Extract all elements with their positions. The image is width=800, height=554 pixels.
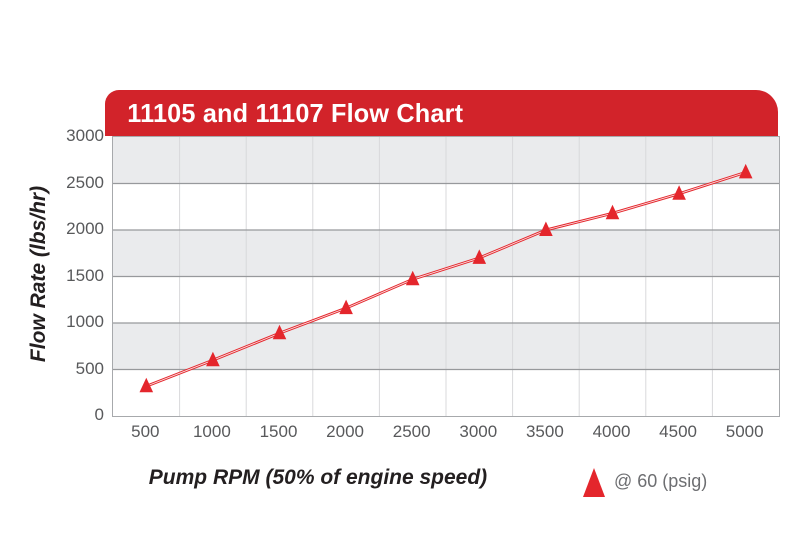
x-tick-label: 5000 xyxy=(725,422,764,441)
triangle-marker-icon xyxy=(472,249,487,264)
triangle-marker-icon xyxy=(272,324,287,340)
y-tick-label: 2500 xyxy=(66,172,104,192)
x-axis-tick-labels: 500 1000 1500 2000 2500 3000 3500 4000 4500 5000 xyxy=(112,422,778,444)
y-axis-tick-labels: 0 500 1000 1500 2000 2500 3000 xyxy=(30,127,104,424)
legend-triangle-icon xyxy=(583,467,605,497)
data-line-highlight xyxy=(146,171,746,387)
x-tick-label: 2500 xyxy=(392,422,431,441)
x-axis-title: Pump RPM (50% of engine speed) xyxy=(148,466,488,489)
x-tick-label: 4000 xyxy=(592,422,631,441)
x-tick-label: 1500 xyxy=(259,422,298,441)
triangle-marker-icon xyxy=(672,185,686,200)
triangle-marker-icon xyxy=(605,204,620,220)
x-tick-label: 500 xyxy=(131,422,160,441)
chart-title: 11105 and 11107 Flow Chart xyxy=(127,97,464,128)
x-tick-label: 1000 xyxy=(192,422,231,441)
y-tick-label: 0 xyxy=(94,405,104,424)
y-tick-label: 500 xyxy=(75,358,104,378)
y-tick-label: 1500 xyxy=(66,265,104,285)
flow-rate-line-chart xyxy=(113,137,779,416)
x-tick-label: 3500 xyxy=(525,422,564,441)
chart-title-banner: 11105 and 11107 Flow Chart xyxy=(105,90,778,136)
legend-label: @ 60 (psig) xyxy=(614,470,708,491)
triangle-marker-icon xyxy=(539,221,553,236)
plot-area xyxy=(112,136,780,417)
triangle-marker-icon xyxy=(139,377,154,393)
triangle-marker-icon xyxy=(206,351,220,367)
triangle-marker-icon xyxy=(339,299,353,315)
x-tick-label: 3000 xyxy=(459,422,498,441)
x-tick-label: 2000 xyxy=(326,422,364,441)
y-tick-label: 2000 xyxy=(66,219,104,238)
triangle-marker-icon xyxy=(405,270,420,286)
x-tick-label: 4500 xyxy=(659,422,697,441)
y-tick-label: 1000 xyxy=(66,312,104,331)
triangle-marker-icon xyxy=(738,163,753,179)
y-tick-label: 3000 xyxy=(66,126,104,145)
legend: @ 60 (psig) xyxy=(583,466,707,498)
